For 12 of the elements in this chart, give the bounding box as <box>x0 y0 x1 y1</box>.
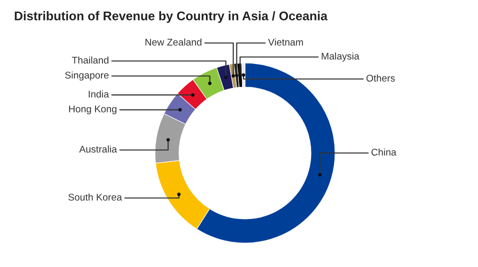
slice-label: Hong Kong <box>69 106 116 114</box>
slice-label: Vietnam <box>268 38 303 46</box>
slice-label: South Korea <box>68 193 122 201</box>
slice-label: Singapore <box>65 71 109 81</box>
slice-label: India <box>88 90 109 98</box>
slice-label: New Zealand <box>146 38 202 46</box>
chart-title: Distribution of Revenue by Country in Asia / Oceania <box>14 11 328 23</box>
slice-label: Thailand <box>72 56 108 64</box>
slice-label: China <box>371 148 396 156</box>
slice-label: Australia <box>79 145 117 153</box>
slice-label: Malaysia <box>322 52 360 62</box>
slice-label: Others <box>366 74 395 82</box>
